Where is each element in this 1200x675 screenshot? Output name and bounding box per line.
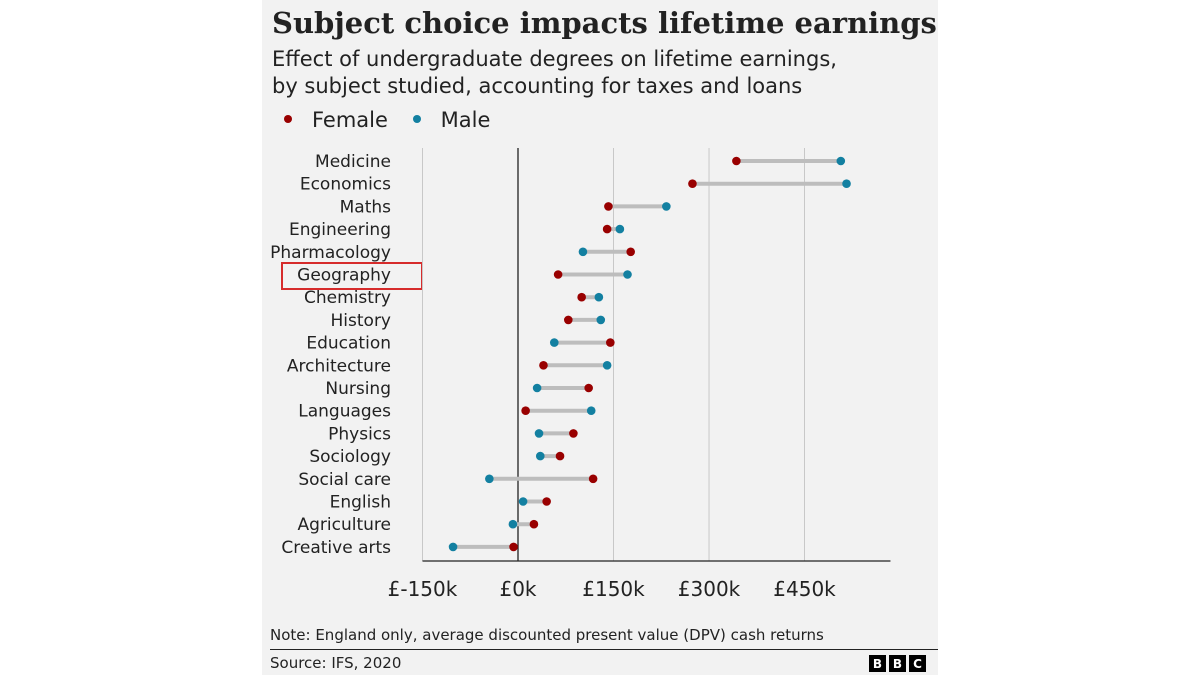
bbc-logo-letter: B [869, 655, 886, 672]
male-point [615, 224, 625, 234]
x-tick-label: £450k [773, 577, 836, 601]
chart-panel: Subject choice impacts lifetime earnings… [262, 0, 938, 675]
male-point [842, 179, 851, 188]
male-point [534, 429, 544, 438]
female-point [539, 361, 548, 370]
chart-source: Source: IFS, 2020 [270, 654, 402, 672]
male-point [578, 247, 588, 257]
legend-female-label: Female [312, 108, 388, 132]
x-tick-label: £-150k [388, 577, 458, 601]
male-point [596, 315, 606, 325]
female-point [602, 224, 612, 234]
legend-item-female: Female [284, 108, 388, 132]
chart-subtitle: Effect of undergraduate degrees on lifet… [272, 46, 922, 100]
legend-male-dot-icon [412, 115, 421, 123]
category-label: Nursing [325, 379, 391, 399]
male-point [586, 406, 596, 416]
category-label: Physics [328, 424, 391, 444]
category-label: Medicine [315, 152, 391, 172]
bbc-logo: B B C [869, 655, 926, 672]
category-label: Languages [298, 402, 391, 422]
category-label: Pharmacology [270, 243, 391, 263]
footer-divider [270, 649, 938, 650]
female-point [542, 497, 551, 506]
female-point [688, 179, 697, 188]
female-point [553, 270, 563, 279]
category-label: English [330, 493, 391, 513]
female-point [604, 202, 613, 211]
male-point [662, 202, 671, 211]
category-label: Creative arts [281, 538, 391, 558]
category-label: Geography [297, 266, 391, 286]
legend-male-label: Male [440, 108, 491, 132]
male-point [448, 542, 458, 552]
x-tick-label: £150k [582, 577, 645, 601]
male-point [594, 292, 604, 302]
male-point [836, 156, 846, 166]
category-label: Engineering [289, 220, 391, 240]
dumbbell-chart: £-150k £0k £150k £300k £450k Medicine Economic… [270, 148, 891, 601]
subtitle-line-2: by subject studied, accounting for taxes… [272, 74, 803, 98]
female-point [509, 542, 518, 552]
bbc-logo-letter: C [909, 655, 926, 672]
male-point [535, 451, 545, 461]
category-label: Economics [300, 175, 391, 195]
male-point [549, 338, 559, 347]
male-point [508, 519, 518, 529]
legend-female-dot-icon [284, 115, 292, 123]
category-label: Maths [340, 197, 392, 217]
male-point [518, 497, 528, 506]
female-point [732, 156, 741, 166]
category-label: Social care [298, 470, 391, 490]
x-tick-label: £300k [678, 577, 741, 601]
female-point [563, 315, 573, 325]
chart-title: Subject choice impacts lifetime earnings [272, 6, 937, 40]
female-point [555, 451, 565, 461]
x-tick-label: £0k [499, 577, 536, 601]
legend: Female Male [284, 108, 508, 132]
female-point [521, 406, 530, 416]
male-point [485, 474, 494, 484]
female-point [577, 292, 586, 302]
legend-item-male: Male [412, 108, 491, 132]
female-point [584, 383, 593, 393]
category-label: Education [306, 334, 391, 354]
category-label: History [331, 311, 391, 331]
category-label: Agriculture [298, 515, 392, 535]
female-point [529, 519, 539, 529]
female-point [569, 429, 578, 438]
female-point [626, 247, 635, 257]
male-point [602, 361, 612, 370]
male-point [532, 383, 542, 393]
category-label: Architecture [287, 356, 391, 376]
category-label: Chemistry [304, 288, 391, 308]
category-label: Sociology [309, 447, 391, 467]
bbc-logo-letter: B [889, 655, 906, 672]
female-point [588, 474, 598, 484]
subtitle-line-1: Effect of undergraduate degrees on lifet… [272, 47, 837, 71]
male-point [623, 270, 632, 279]
chart-note: Note: England only, average discounted p… [270, 626, 824, 644]
female-point [606, 338, 615, 347]
